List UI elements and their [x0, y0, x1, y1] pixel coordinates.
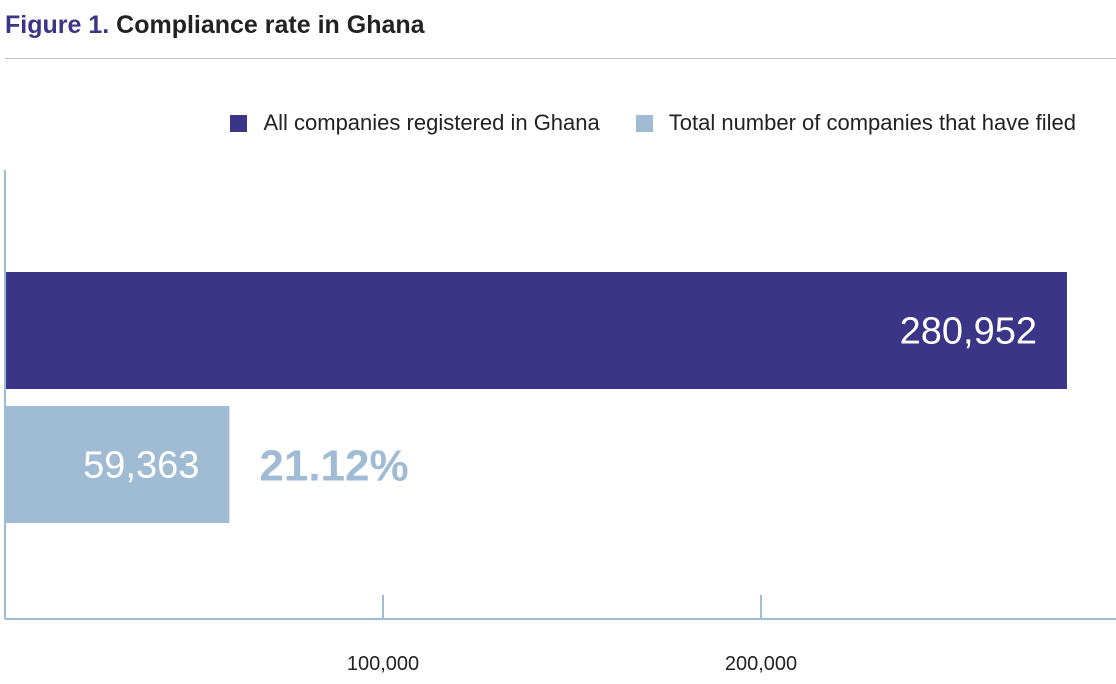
compliance-percentage-annotation: 21.12% — [259, 442, 408, 491]
legend-item-filed: Total number of companies that have file… — [635, 110, 1076, 136]
title-divider — [5, 58, 1116, 59]
legend-swatch-filed — [635, 114, 653, 132]
x-tick-label-1: 200,000 — [725, 653, 797, 675]
bar-filed — [5, 406, 230, 523]
legend: All companies registered in Ghana Total … — [230, 110, 1076, 136]
legend-swatch-registered — [230, 114, 248, 132]
figure-title-text: Compliance rate in Ghana — [116, 11, 425, 39]
figure-number: Figure 1. — [5, 11, 110, 39]
data-label-registered: 280,952 — [900, 311, 1037, 353]
legend-label-filed: Total number of companies that have file… — [668, 110, 1076, 135]
bar-registered — [5, 272, 1067, 389]
data-label-filed: 59,363 — [83, 445, 199, 487]
legend-item-registered: All companies registered in Ghana — [230, 110, 600, 136]
x-tick-label-0: 100,000 — [347, 653, 419, 675]
legend-label-registered: All companies registered in Ghana — [263, 110, 600, 135]
chart-title: Figure 1. Compliance rate in Ghana — [5, 8, 425, 42]
